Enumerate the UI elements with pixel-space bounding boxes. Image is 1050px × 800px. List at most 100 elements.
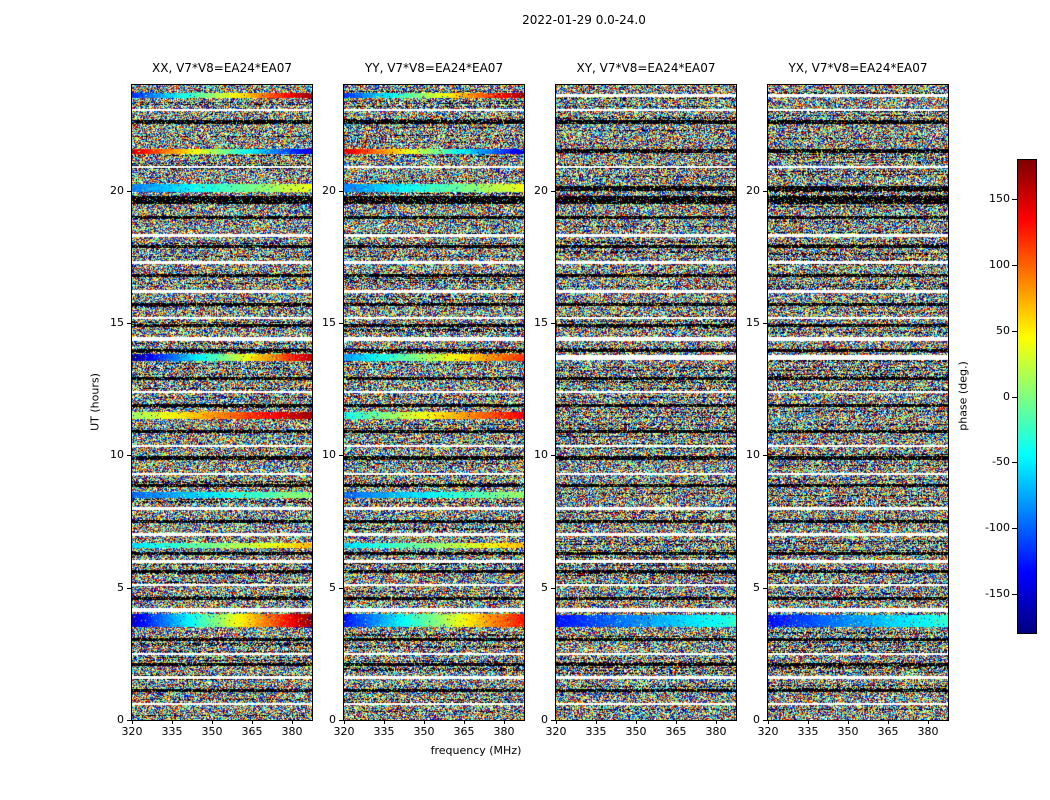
x-tick-mark (928, 720, 929, 724)
x-tick-label: 320 (545, 725, 567, 738)
y-tick-label: 0 (753, 713, 760, 726)
colorbar-tick-label: 100 (989, 258, 1010, 271)
x-tick-label: 350 (625, 725, 647, 738)
panel-heatmap-yy (344, 85, 524, 720)
x-tick-mark (132, 720, 133, 724)
x-tick-mark (292, 720, 293, 724)
y-tick-label: 0 (541, 713, 548, 726)
x-tick-mark (464, 720, 465, 724)
figure-title: 2022-01-29 0.0-24.0 (522, 13, 646, 27)
x-tick-mark (556, 720, 557, 724)
y-tick-label: 15 (746, 316, 760, 329)
y-tick-mark (127, 588, 131, 589)
panel-title-xx: XX, V7*V8=EA24*EA07 (152, 61, 292, 75)
y-tick-label: 20 (534, 184, 548, 197)
colorbar-tick-label: 0 (1003, 390, 1010, 403)
x-tick-mark (172, 720, 173, 724)
colorbar (1017, 159, 1037, 634)
y-tick-label: 20 (110, 184, 124, 197)
colorbar-tick-mark (1012, 199, 1017, 200)
panel-xy (555, 84, 737, 721)
y-tick-label: 5 (541, 581, 548, 594)
y-tick-mark (127, 191, 131, 192)
x-tick-label: 335 (161, 725, 183, 738)
y-tick-mark (763, 191, 767, 192)
panel-title-yy: YY, V7*V8=EA24*EA07 (364, 61, 504, 75)
x-tick-mark (716, 720, 717, 724)
y-tick-label: 20 (322, 184, 336, 197)
x-tick-mark (596, 720, 597, 724)
x-tick-label: 365 (665, 725, 687, 738)
x-tick-label: 380 (917, 725, 939, 738)
y-tick-mark (127, 720, 131, 721)
x-tick-label: 350 (413, 725, 435, 738)
colorbar-tick-label: -50 (992, 455, 1010, 468)
x-tick-mark (888, 720, 889, 724)
y-tick-label: 15 (322, 316, 336, 329)
x-tick-label: 380 (493, 725, 515, 738)
colorbar-gradient (1018, 160, 1036, 633)
x-tick-label: 335 (585, 725, 607, 738)
x-tick-label: 365 (877, 725, 899, 738)
y-tick-mark (339, 455, 343, 456)
y-tick-mark (763, 720, 767, 721)
x-tick-mark (212, 720, 213, 724)
colorbar-tick-label: -150 (985, 587, 1010, 600)
colorbar-tick-label: -100 (985, 521, 1010, 534)
panel-heatmap-xx (132, 85, 312, 720)
y-tick-label: 15 (534, 316, 548, 329)
colorbar-tick-mark (1012, 594, 1017, 595)
y-tick-label: 20 (746, 184, 760, 197)
colorbar-tick-mark (1012, 528, 1017, 529)
x-tick-label: 380 (705, 725, 727, 738)
y-tick-label: 5 (753, 581, 760, 594)
panel-yy (343, 84, 525, 721)
x-tick-label: 365 (453, 725, 475, 738)
x-tick-mark (676, 720, 677, 724)
x-tick-mark (424, 720, 425, 724)
y-tick-mark (551, 191, 555, 192)
y-tick-mark (339, 588, 343, 589)
x-tick-mark (384, 720, 385, 724)
y-tick-mark (551, 588, 555, 589)
y-tick-mark (551, 720, 555, 721)
y-tick-mark (551, 323, 555, 324)
y-tick-label: 5 (117, 581, 124, 594)
x-tick-label: 335 (797, 725, 819, 738)
x-tick-label: 335 (373, 725, 395, 738)
colorbar-tick-mark (1012, 397, 1017, 398)
y-tick-mark (127, 455, 131, 456)
y-tick-mark (763, 588, 767, 589)
panel-xx (131, 84, 313, 721)
x-tick-label: 380 (281, 725, 303, 738)
y-tick-label: 10 (322, 448, 336, 461)
y-tick-label: 10 (534, 448, 548, 461)
colorbar-tick-mark (1012, 331, 1017, 332)
x-tick-mark (504, 720, 505, 724)
colorbar-tick-label: 150 (989, 192, 1010, 205)
x-tick-mark (636, 720, 637, 724)
colorbar-label: phase (deg.) (956, 361, 970, 431)
colorbar-tick-mark (1012, 462, 1017, 463)
x-tick-label: 320 (333, 725, 355, 738)
y-tick-label: 0 (117, 713, 124, 726)
y-tick-mark (763, 323, 767, 324)
panel-yx (767, 84, 949, 721)
x-tick-mark (808, 720, 809, 724)
colorbar-tick-label: 50 (996, 324, 1010, 337)
y-tick-mark (763, 455, 767, 456)
y-tick-mark (551, 455, 555, 456)
colorbar-tick-mark (1012, 265, 1017, 266)
x-tick-label: 320 (757, 725, 779, 738)
panel-title-yx: YX, V7*V8=EA24*EA07 (788, 61, 928, 75)
y-tick-label: 15 (110, 316, 124, 329)
x-tick-label: 320 (121, 725, 143, 738)
y-tick-mark (127, 323, 131, 324)
y-tick-mark (339, 323, 343, 324)
y-axis-label: UT (hours) (88, 373, 102, 431)
y-tick-label: 10 (746, 448, 760, 461)
y-tick-mark (339, 191, 343, 192)
y-tick-mark (339, 720, 343, 721)
x-tick-label: 350 (837, 725, 859, 738)
